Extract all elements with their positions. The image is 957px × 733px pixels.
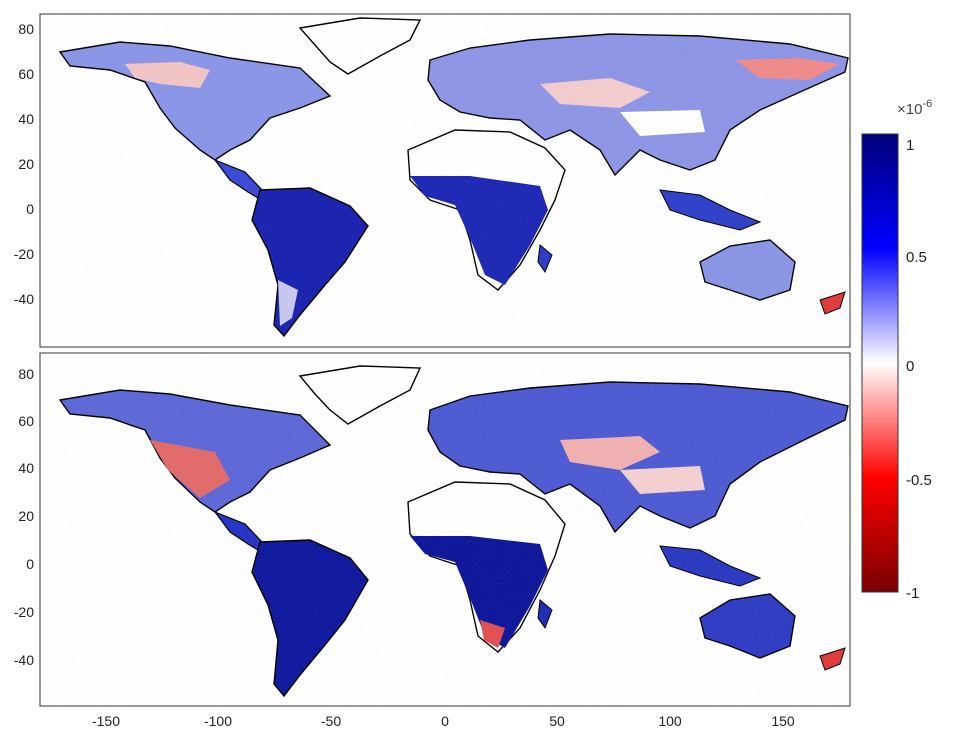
ytick-bottom-60: 60 — [18, 413, 34, 429]
cbtick-0: 0 — [906, 358, 914, 375]
cbtick-neg0.5: -0.5 — [906, 472, 932, 489]
ytick-top-neg40: -40 — [14, 291, 34, 307]
cbtick-1: 1 — [906, 137, 914, 154]
ytick-bottom-neg40: -40 — [14, 652, 34, 668]
texture-top — [40, 14, 850, 347]
ytick-top-20: 20 — [18, 156, 34, 172]
ytick-top-0: 0 — [26, 201, 34, 217]
ytick-top-60: 60 — [18, 66, 34, 82]
xtick-neg150: -150 — [92, 713, 120, 729]
yticks-top: 80 60 40 20 0 -20 -40 — [14, 21, 34, 307]
ytick-top-neg20: -20 — [14, 246, 34, 262]
colorbar: ×10-6 1 0.5 0 -0.5 -1 — [861, 98, 932, 602]
yticks-bottom: 80 60 40 20 0 -20 -40 — [14, 366, 34, 668]
texture-bottom — [40, 353, 850, 706]
ytick-bottom-40: 40 — [18, 460, 34, 476]
xtick-neg50: -50 — [321, 713, 341, 729]
ytick-top-40: 40 — [18, 111, 34, 127]
colorbar-exponent: -6 — [922, 98, 932, 110]
colorbar-multiplier: ×10-6 — [897, 98, 932, 118]
xtick-neg100: -100 — [204, 713, 232, 729]
xtick-0: 0 — [441, 713, 449, 729]
cbtick-0.5: 0.5 — [906, 249, 927, 266]
map-panel-bottom: 80 60 40 20 0 -20 -40 -150 -100 -50 0 50… — [14, 352, 851, 729]
xtick-150: 150 — [771, 713, 795, 729]
ytick-bottom-20: 20 — [18, 508, 34, 524]
cbtick-neg1: -1 — [906, 585, 919, 602]
ytick-bottom-neg20: -20 — [14, 604, 34, 620]
colorbar-multiplier-base: ×10 — [897, 101, 922, 118]
ytick-bottom-80: 80 — [18, 366, 34, 382]
map-panel-top: 80 60 40 20 0 -20 -40 — [14, 13, 851, 348]
ytick-top-80: 80 — [18, 21, 34, 37]
ytick-bottom-0: 0 — [26, 556, 34, 572]
colorbar-gradient — [861, 133, 899, 593]
xtick-50: 50 — [549, 713, 565, 729]
xticks-bottom: -150 -100 -50 0 50 100 150 — [92, 713, 795, 729]
xtick-100: 100 — [658, 713, 682, 729]
